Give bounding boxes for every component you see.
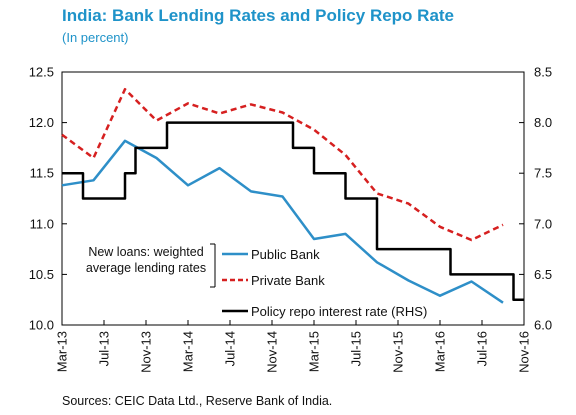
y-left-tick-label: 11.0 [30, 216, 54, 231]
plot-frame [61, 71, 525, 326]
y-right-tick-label: 6.0 [534, 318, 552, 333]
x-tick-label: Jul-13 [97, 331, 112, 366]
x-tick-label: Mar-13 [55, 331, 70, 372]
x-tick-label: Nov-15 [391, 331, 406, 373]
legend-label-public-bank: Public Bank [251, 247, 320, 262]
x-tick-label: Mar-16 [433, 331, 448, 372]
y-left-tick-label: 12.0 [29, 115, 54, 130]
legend-label-policy-repo: Policy repo interest rate (RHS) [251, 304, 427, 319]
y-left-tick-label: 10.0 [29, 318, 54, 333]
series-line-private-bank [61, 87, 504, 242]
axes: 10.0 10.5 11.0 11.5 12.0 12.5 6.0 6.5 7.0 7.5 8.0 8… [29, 65, 552, 373]
x-tick-label: Nov-13 [139, 331, 154, 373]
x-tick-label: Jul-15 [349, 331, 364, 366]
legend-group-label-line1: New loans: weighted [88, 245, 203, 259]
chart-title: India: Bank Lending Rates and Policy Rep… [62, 6, 455, 25]
chart-subtitle: (In percent) [62, 30, 129, 45]
x-tick-label: Jul-14 [223, 331, 238, 366]
y-right-tick-label: 8.5 [534, 65, 552, 80]
x-tick-label: Mar-14 [181, 331, 196, 372]
chart-canvas: 10.0 10.5 11.0 11.5 12.0 12.5 6.0 6.5 7.0 7.5 8.0 8… [29, 65, 552, 373]
y-right-tick-label: 8.0 [534, 115, 552, 130]
series-layer [61, 87, 525, 304]
x-tick-label: Nov-14 [265, 331, 280, 373]
legend-label-private-bank: Private Bank [251, 273, 325, 288]
x-tick-label: Nov-16 [517, 331, 532, 373]
y-left-tick-label: 10.5 [29, 267, 54, 282]
legend: New loans: weighted average lending rate… [86, 243, 427, 319]
legend-group-label-line2: average lending rates [86, 261, 206, 275]
y-right-tick-label: 7.5 [534, 166, 552, 181]
y-right-tick-label: 6.5 [534, 267, 552, 282]
x-tick-label: Mar-15 [307, 331, 322, 372]
source-note: Sources: CEIC Data Ltd., Reserve Bank of… [62, 394, 333, 408]
y-left-tick-label: 12.5 [29, 65, 54, 80]
x-tick-label: Jul-16 [475, 331, 490, 366]
y-right-tick-label: 7.0 [534, 216, 552, 231]
y-left-tick-label: 11.5 [30, 166, 54, 181]
